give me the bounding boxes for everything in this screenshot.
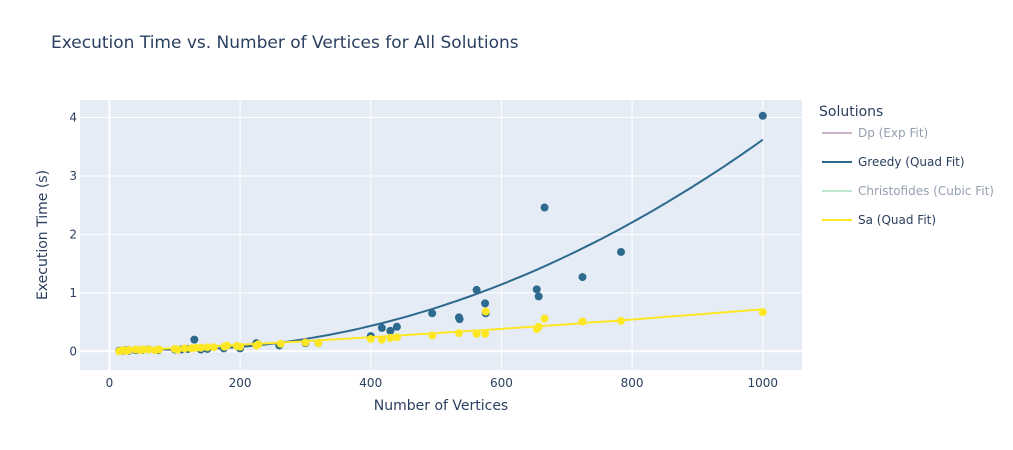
greedy-quad-fit-point[interactable] [386, 326, 395, 335]
y-tick-label: 4 [69, 111, 77, 125]
x-tick-label: 200 [229, 376, 252, 390]
x-axis-label: Number of Vertices [374, 398, 508, 414]
sa-quad-fit-fit-line [119, 308, 763, 352]
greedy-quad-fit-point[interactable] [377, 323, 386, 332]
legend-item-dp-exp-fit[interactable]: Dp (Exp Fit) [822, 124, 928, 142]
greedy-quad-fit-point[interactable] [578, 273, 587, 282]
sa-quad-fit-point[interactable] [472, 329, 481, 338]
greedy-quad-fit-point[interactable] [455, 315, 464, 324]
y-tick-label: 1 [69, 286, 77, 300]
y-axis-label: Execution Time (s) [35, 170, 51, 300]
legend-label: Christofides (Cubic Fit) [858, 184, 994, 198]
x-tick-label: 600 [490, 376, 513, 390]
legend-swatch [822, 219, 852, 221]
legend-swatch [822, 132, 852, 134]
sa-quad-fit-point[interactable] [481, 307, 490, 316]
greedy-quad-fit-point[interactable] [428, 309, 437, 318]
x-tick-label: 400 [359, 376, 382, 390]
greedy-quad-fit-point[interactable] [758, 111, 767, 120]
chart-title: Execution Time vs. Number of Vertices fo… [51, 33, 519, 53]
greedy-quad-fit-point[interactable] [532, 285, 541, 294]
legend-item-christofides-cubic-fit[interactable]: Christofides (Cubic Fit) [822, 182, 994, 200]
sa-quad-fit-point[interactable] [481, 329, 490, 338]
y-tick-label: 0 [69, 344, 77, 358]
legend-item-greedy-quad-fit[interactable]: Greedy (Quad Fit) [822, 153, 965, 171]
greedy-quad-fit-point[interactable] [190, 335, 199, 344]
sa-quad-fit-point[interactable] [301, 338, 310, 347]
greedy-quad-fit-point[interactable] [540, 203, 549, 212]
legend-label: Greedy (Quad Fit) [858, 155, 965, 169]
sa-quad-fit-point[interactable] [454, 329, 463, 338]
legend-swatch [822, 161, 852, 163]
sa-quad-fit-point[interactable] [540, 314, 549, 323]
x-tick-label: 800 [621, 376, 644, 390]
greedy-quad-fit-point[interactable] [472, 285, 481, 294]
y-tick-label: 3 [69, 169, 77, 183]
x-tick-label: 0 [106, 376, 114, 390]
greedy-quad-fit-point[interactable] [617, 247, 626, 256]
x-tick-label: 1000 [748, 376, 779, 390]
greedy-quad-fit-point[interactable] [481, 299, 490, 308]
greedy-quad-fit-point[interactable] [534, 292, 543, 301]
plot-area [80, 100, 802, 370]
y-tick-label: 2 [69, 227, 77, 241]
legend-label: Sa (Quad Fit) [858, 213, 937, 227]
legend-title: Solutions [819, 104, 884, 120]
greedy-quad-fit-point[interactable] [392, 322, 401, 331]
legend-label: Dp (Exp Fit) [858, 126, 929, 140]
legend-swatch [822, 190, 852, 192]
legend-item-sa-quad-fit[interactable]: Sa (Quad Fit) [822, 211, 936, 229]
